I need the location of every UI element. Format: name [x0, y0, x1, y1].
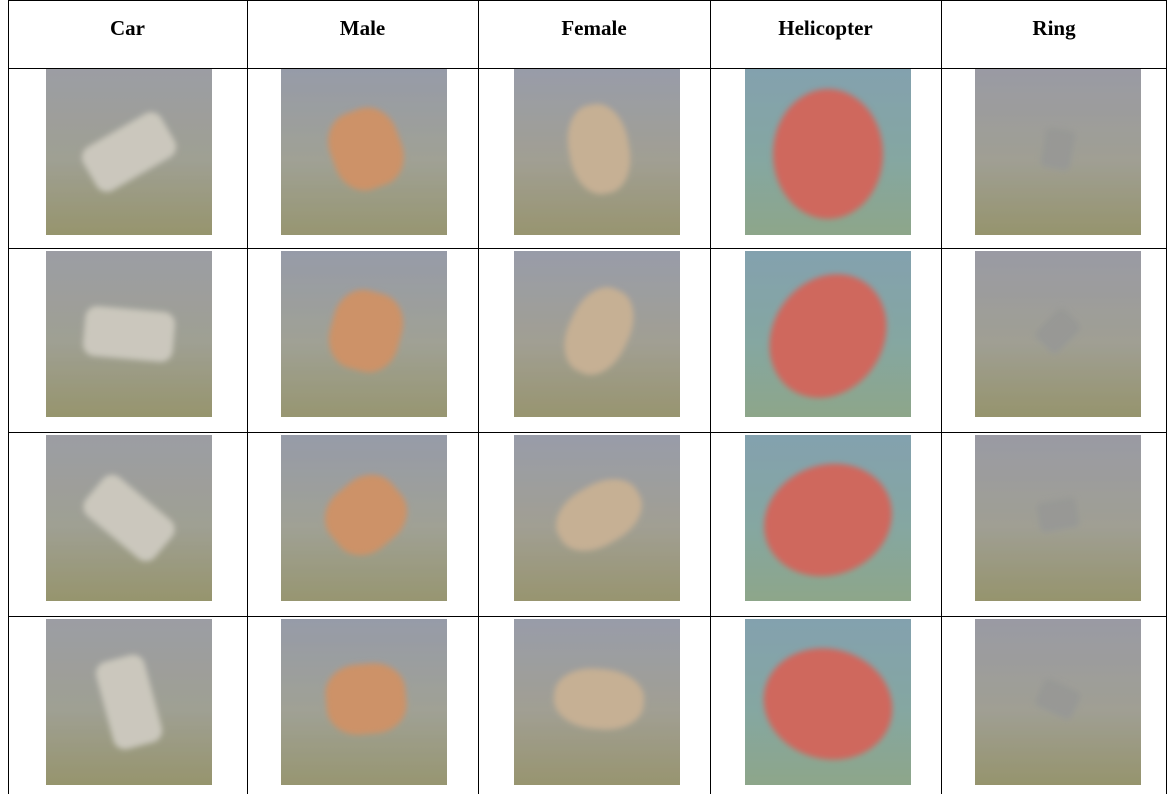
photo [745, 435, 911, 601]
photo [46, 435, 212, 601]
column-border [247, 0, 248, 794]
photo-haze [745, 619, 911, 785]
photo [514, 619, 680, 785]
photo-haze [281, 69, 447, 235]
photo-haze [281, 251, 447, 417]
row-border [8, 616, 1167, 617]
photo-haze [46, 435, 212, 601]
photo-haze [745, 251, 911, 417]
photo-haze [46, 619, 212, 785]
photo [281, 69, 447, 235]
photo [745, 69, 911, 235]
row-border [8, 248, 1167, 249]
photo [745, 251, 911, 417]
photo-haze [514, 69, 680, 235]
photo-haze [745, 69, 911, 235]
photo [514, 435, 680, 601]
photo [281, 251, 447, 417]
photo-haze [745, 435, 911, 601]
column-border [8, 0, 9, 794]
photo-haze [975, 435, 1141, 601]
photo-haze [281, 435, 447, 601]
photo [281, 435, 447, 601]
photo [975, 435, 1141, 601]
photo [975, 619, 1141, 785]
column-header: Ring [941, 0, 1167, 68]
photo-haze [975, 619, 1141, 785]
row-border [8, 432, 1167, 433]
photo [46, 69, 212, 235]
photo-haze [975, 69, 1141, 235]
column-header: Helicopter [710, 0, 941, 68]
image-table: CarMaleFemaleHelicopterRing [0, 0, 1167, 794]
column-header: Male [247, 0, 478, 68]
photo [514, 251, 680, 417]
photo [281, 619, 447, 785]
column-border [941, 0, 942, 794]
photo-haze [281, 619, 447, 785]
column-header: Female [478, 0, 710, 68]
photo [975, 69, 1141, 235]
photo [46, 619, 212, 785]
column-border [478, 0, 479, 794]
column-border [710, 0, 711, 794]
photo-haze [514, 619, 680, 785]
photo [514, 69, 680, 235]
photo [46, 251, 212, 417]
column-header: Car [8, 0, 247, 68]
photo-haze [514, 251, 680, 417]
photo [975, 251, 1141, 417]
photo-haze [46, 251, 212, 417]
photo-haze [975, 251, 1141, 417]
photo-haze [514, 435, 680, 601]
photo [745, 619, 911, 785]
photo-haze [46, 69, 212, 235]
